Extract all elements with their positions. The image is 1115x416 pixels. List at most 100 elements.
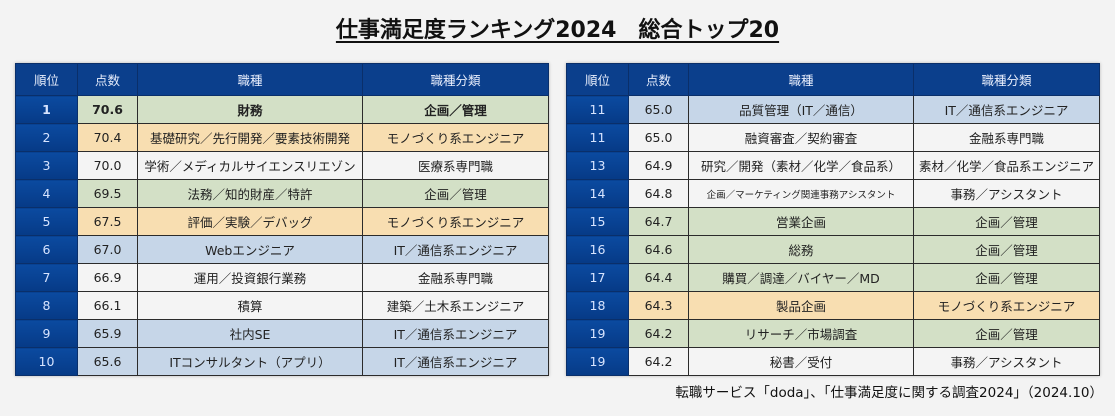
score-cell: 67.5	[77, 207, 138, 236]
category-cell: IT／通信系エンジニア	[913, 95, 1100, 124]
job-cell: 購買／調達／バイヤー／MD	[688, 263, 914, 292]
header-rank: 順位	[566, 63, 629, 96]
category-cell: 素材／化学／食品系エンジニア	[913, 151, 1100, 180]
title-text: 仕事満足度ランキング2024 総合トップ20	[335, 18, 780, 43]
category-cell: モノづくり系エンジニア	[913, 291, 1100, 320]
job-cell: 学術／メディカルサイエンスリエゾン	[137, 151, 363, 180]
table-body-left: 1 70.6 財務 企画／管理 2 70.4 基礎研究／先行開発／要素技術開発 モノづくり系エ…	[15, 95, 549, 376]
table-header-row: 順位 点数 職種 職種分類	[15, 63, 549, 96]
category-cell: IT／通信系エンジニア	[362, 347, 549, 376]
table-row: 3 70.0 学術／メディカルサイエンスリエゾン 医療系専門職	[15, 151, 549, 180]
score-cell: 64.2	[628, 319, 689, 348]
job-cell: 運用／投資銀行業務	[137, 263, 363, 292]
ranking-table-left: 順位 点数 職種 職種分類 1 70.6 財務 企画／管理 2 70.4 基礎研究／先行開発…	[15, 63, 549, 376]
ranking-table-right: 順位 点数 職種 職種分類 11 65.0 品質管理（IT／通信） IT／通信系エンジ…	[566, 63, 1100, 376]
table-row: 7 66.9 運用／投資銀行業務 金融系専門職	[15, 263, 549, 292]
score-cell: 65.0	[628, 95, 689, 124]
job-cell: リサーチ／市場調査	[688, 319, 914, 348]
job-cell: 研究／開発（素材／化学／食品系）	[688, 151, 914, 180]
category-cell: モノづくり系エンジニア	[362, 207, 549, 236]
category-cell: モノづくり系エンジニア	[362, 123, 549, 152]
rank-cell: 4	[15, 179, 78, 208]
rank-cell: 1	[15, 95, 78, 124]
job-cell: 融資審査／契約審査	[688, 123, 914, 152]
header-rank: 順位	[15, 63, 78, 96]
score-cell: 65.9	[77, 319, 138, 348]
job-cell: Webエンジニア	[137, 235, 363, 264]
rank-cell: 3	[15, 151, 78, 180]
rank-cell: 7	[15, 263, 78, 292]
rank-cell: 18	[566, 291, 629, 320]
job-cell: 評価／実験／デバッグ	[137, 207, 363, 236]
score-cell: 64.7	[628, 207, 689, 236]
table-row: 11 65.0 品質管理（IT／通信） IT／通信系エンジニア	[566, 95, 1100, 124]
table-row: 5 67.5 評価／実験／デバッグ モノづくり系エンジニア	[15, 207, 549, 236]
job-cell: 秘書／受付	[688, 347, 914, 376]
category-cell: 事務／アシスタント	[913, 347, 1100, 376]
score-cell: 64.4	[628, 263, 689, 292]
rank-cell: 10	[15, 347, 78, 376]
table-row: 8 66.1 積算 建築／土木系エンジニア	[15, 291, 549, 320]
score-cell: 66.9	[77, 263, 138, 292]
job-cell: 積算	[137, 291, 363, 320]
table-row: 10 65.6 ITコンサルタント（アプリ） IT／通信系エンジニア	[15, 347, 549, 376]
source-note: 転職サービス「doda」、「仕事満足度に関する調査2024」（2024.10）	[675, 385, 1103, 401]
table-row: 4 69.5 法務／知的財産／特許 企画／管理	[15, 179, 549, 208]
category-cell: IT／通信系エンジニア	[362, 235, 549, 264]
category-cell: IT／通信系エンジニア	[362, 319, 549, 348]
table-row: 13 64.9 研究／開発（素材／化学／食品系） 素材／化学／食品系エンジニア	[566, 151, 1100, 180]
rank-cell: 19	[566, 347, 629, 376]
score-cell: 64.9	[628, 151, 689, 180]
score-cell: 65.6	[77, 347, 138, 376]
category-cell: 企画／管理	[362, 179, 549, 208]
table-row: 6 67.0 Webエンジニア IT／通信系エンジニア	[15, 235, 549, 264]
score-cell: 64.2	[628, 347, 689, 376]
header-score: 点数	[77, 63, 138, 96]
job-cell: 企画／マーケティング関連事務アシスタント	[688, 179, 914, 208]
rank-cell: 17	[566, 263, 629, 292]
rank-cell: 16	[566, 235, 629, 264]
category-cell: 金融系専門職	[362, 263, 549, 292]
rank-cell: 5	[15, 207, 78, 236]
header-category: 職種分類	[362, 63, 549, 96]
table-row: 9 65.9 社内SE IT／通信系エンジニア	[15, 319, 549, 348]
score-cell: 70.0	[77, 151, 138, 180]
category-cell: 企画／管理	[913, 319, 1100, 348]
category-cell: 企画／管理	[913, 235, 1100, 264]
page-title: 仕事満足度ランキング2024 総合トップ20	[0, 12, 1115, 44]
table-row: 17 64.4 購買／調達／バイヤー／MD 企画／管理	[566, 263, 1100, 292]
table-row: 1 70.6 財務 企画／管理	[15, 95, 549, 124]
rank-cell: 15	[566, 207, 629, 236]
table-row: 15 64.7 営業企画 企画／管理	[566, 207, 1100, 236]
score-cell: 70.6	[77, 95, 138, 124]
table-header-row: 順位 点数 職種 職種分類	[566, 63, 1100, 96]
job-cell: 総務	[688, 235, 914, 264]
table-row: 14 64.8 企画／マーケティング関連事務アシスタント 事務／アシスタント	[566, 179, 1100, 208]
rank-cell: 9	[15, 319, 78, 348]
score-cell: 64.8	[628, 179, 689, 208]
job-cell: 法務／知的財産／特許	[137, 179, 363, 208]
rank-cell: 19	[566, 319, 629, 348]
category-cell: 企画／管理	[362, 95, 549, 124]
header-score: 点数	[628, 63, 689, 96]
header-job: 職種	[137, 63, 363, 96]
table-row: 19 64.2 リサーチ／市場調査 企画／管理	[566, 319, 1100, 348]
table-body-right: 11 65.0 品質管理（IT／通信） IT／通信系エンジニア 11 65.0 融資審査／契…	[566, 95, 1100, 376]
category-cell: 建築／土木系エンジニア	[362, 291, 549, 320]
score-cell: 64.3	[628, 291, 689, 320]
table-row: 2 70.4 基礎研究／先行開発／要素技術開発 モノづくり系エンジニア	[15, 123, 549, 152]
score-cell: 69.5	[77, 179, 138, 208]
rank-cell: 14	[566, 179, 629, 208]
rank-cell: 8	[15, 291, 78, 320]
score-cell: 67.0	[77, 235, 138, 264]
rank-cell: 6	[15, 235, 78, 264]
job-cell: 財務	[137, 95, 363, 124]
job-cell: 製品企画	[688, 291, 914, 320]
score-cell: 65.0	[628, 123, 689, 152]
job-cell: 品質管理（IT／通信）	[688, 95, 914, 124]
job-cell: ITコンサルタント（アプリ）	[137, 347, 363, 376]
table-row: 18 64.3 製品企画 モノづくり系エンジニア	[566, 291, 1100, 320]
table-row: 16 64.6 総務 企画／管理	[566, 235, 1100, 264]
table-row: 19 64.2 秘書／受付 事務／アシスタント	[566, 347, 1100, 376]
rank-cell: 11	[566, 95, 629, 124]
